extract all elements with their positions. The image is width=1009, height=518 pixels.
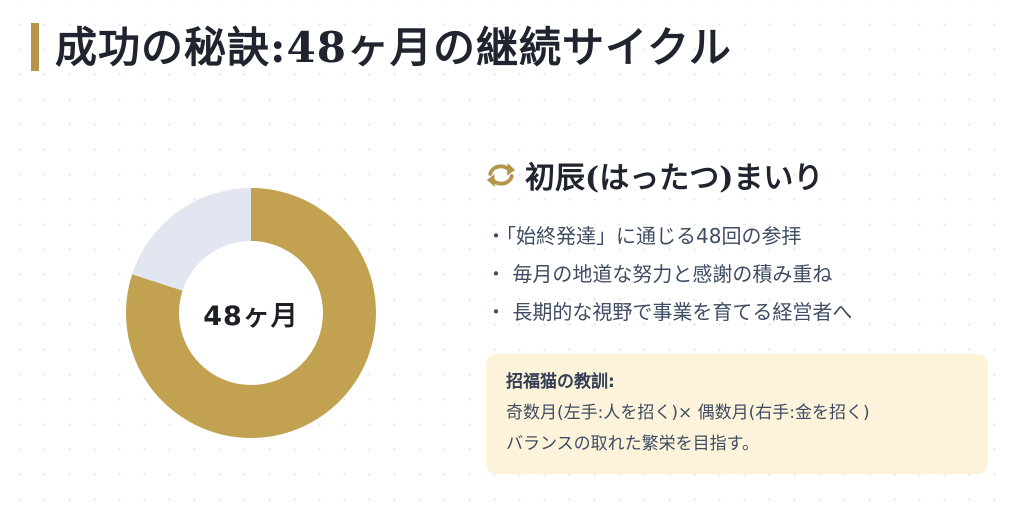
section-heading-row: 初辰(はったつ)まいり [486, 153, 988, 197]
page-title: 成功の秘訣:48ヶ月の継続サイクル [55, 23, 732, 72]
note-box-title: 招福猫の教訓: [506, 372, 615, 392]
donut-hole: 48ヶ月 [179, 241, 323, 385]
donut-center-label: 48ヶ月 [203, 300, 299, 332]
section-heading: 初辰(はったつ)まいり [525, 161, 824, 196]
donut-chart: 48ヶ月 [126, 188, 376, 438]
note-box-line: 奇数月(左手:人を招く)× 偶数月(右手:金を招く) [506, 403, 870, 423]
detail-panel: 初辰(はったつ)まいり ・「始終発達」に通じる48回の参拝 ・ 毎月の地道な努力… [486, 153, 988, 474]
list-item: ・ 毎月の地道な努力と感謝の積み重ね [486, 262, 833, 286]
note-box-line: バランスの取れた繁栄を目指す。 [506, 434, 759, 454]
lesson-note-box: 招福猫の教訓: 奇数月(左手:人を招く)× 偶数月(右手:金を招く) バランスの… [486, 354, 988, 474]
list-item: ・「始終発達」に通じる48回の参拝 [486, 224, 802, 248]
repeat-cycle-icon [486, 160, 516, 190]
bullet-list: ・「始終発達」に通じる48回の参拝 ・ 毎月の地道な努力と感謝の積み重ね ・ 長… [486, 217, 988, 331]
list-item: ・ 長期的な視野で事業を育てる経営者へ [486, 300, 853, 324]
title-accent-bar [31, 23, 39, 71]
